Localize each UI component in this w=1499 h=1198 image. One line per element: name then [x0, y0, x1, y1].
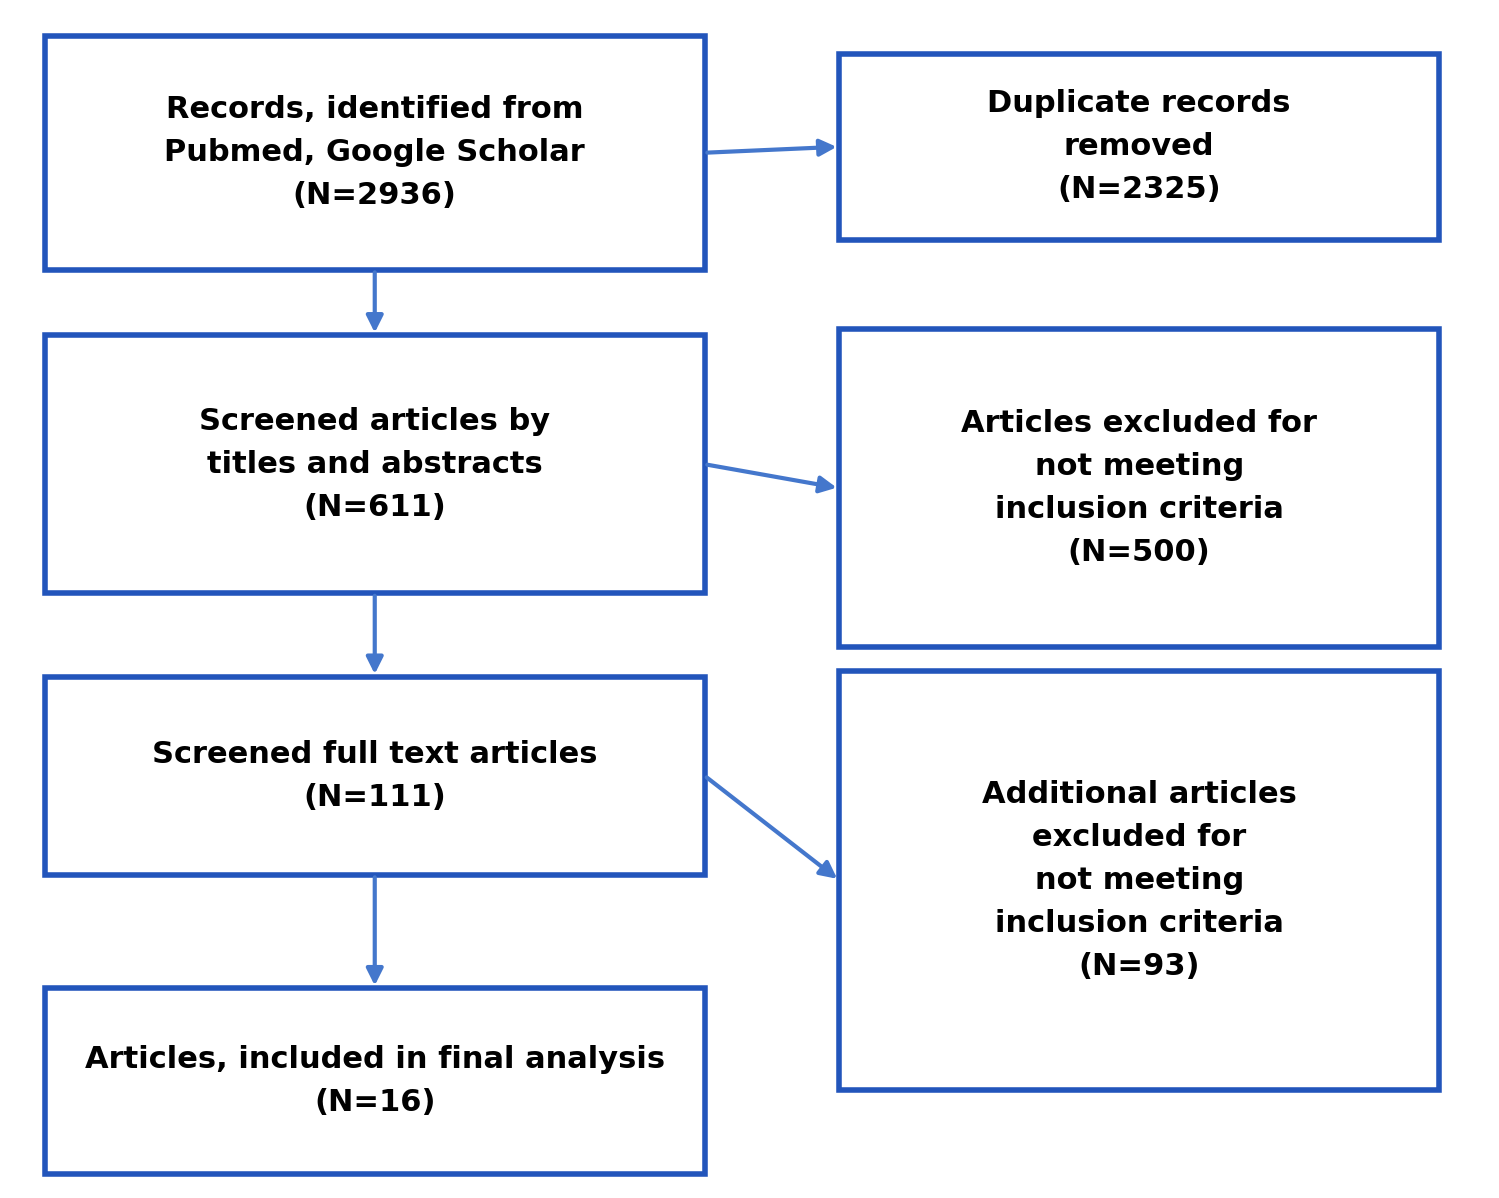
FancyBboxPatch shape	[839, 671, 1439, 1090]
Text: Articles, included in final analysis
(N=16): Articles, included in final analysis (N=…	[84, 1046, 666, 1117]
FancyBboxPatch shape	[839, 54, 1439, 240]
FancyBboxPatch shape	[45, 335, 705, 593]
FancyBboxPatch shape	[45, 677, 705, 875]
Text: Screened full text articles
(N=111): Screened full text articles (N=111)	[151, 740, 598, 811]
Text: Records, identified from
Pubmed, Google Scholar
(N=2936): Records, identified from Pubmed, Google …	[165, 96, 585, 210]
FancyBboxPatch shape	[45, 36, 705, 270]
Text: Articles excluded for
not meeting
inclusion criteria
(N=500): Articles excluded for not meeting inclus…	[961, 410, 1318, 567]
Text: Duplicate records
removed
(N=2325): Duplicate records removed (N=2325)	[988, 90, 1291, 204]
FancyBboxPatch shape	[45, 988, 705, 1174]
Text: Screened articles by
titles and abstracts
(N=611): Screened articles by titles and abstract…	[199, 407, 550, 521]
Text: Additional articles
excluded for
not meeting
inclusion criteria
(N=93): Additional articles excluded for not mee…	[982, 780, 1297, 981]
FancyBboxPatch shape	[839, 329, 1439, 647]
